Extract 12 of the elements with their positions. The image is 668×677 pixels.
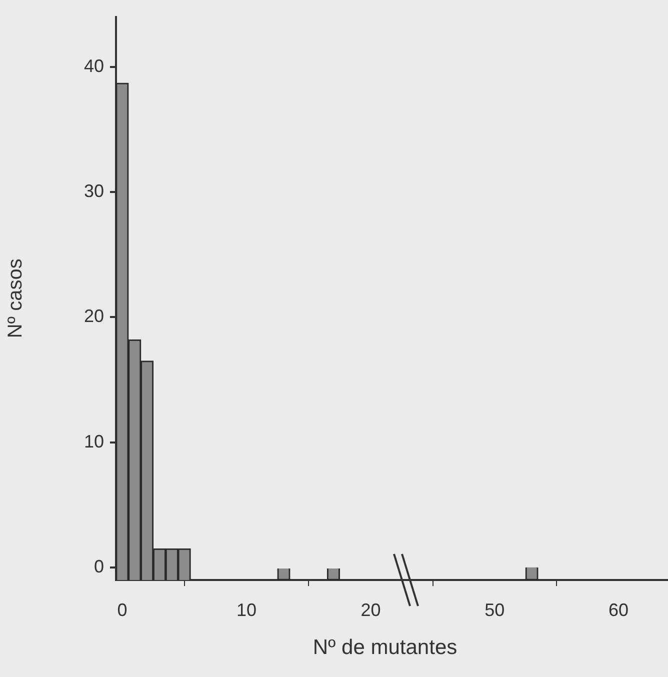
y-axis-title: Nº casos — [4, 258, 27, 338]
x-tick-label: 10 — [236, 600, 256, 620]
y-tick-label: 40 — [84, 56, 104, 76]
y-tick-label: 20 — [84, 306, 104, 326]
y-tick-label: 30 — [84, 180, 104, 201]
x-axis-title: Nº de mutantes — [312, 636, 458, 660]
x-tick-label: 50 — [484, 600, 505, 620]
x-tick-label: 0 — [117, 600, 128, 620]
x-tick-label: 60 — [608, 600, 628, 620]
y-tick-label: 0 — [94, 556, 104, 576]
x-tick-label: 20 — [360, 600, 381, 620]
y-tick-label: 10 — [84, 431, 104, 452]
